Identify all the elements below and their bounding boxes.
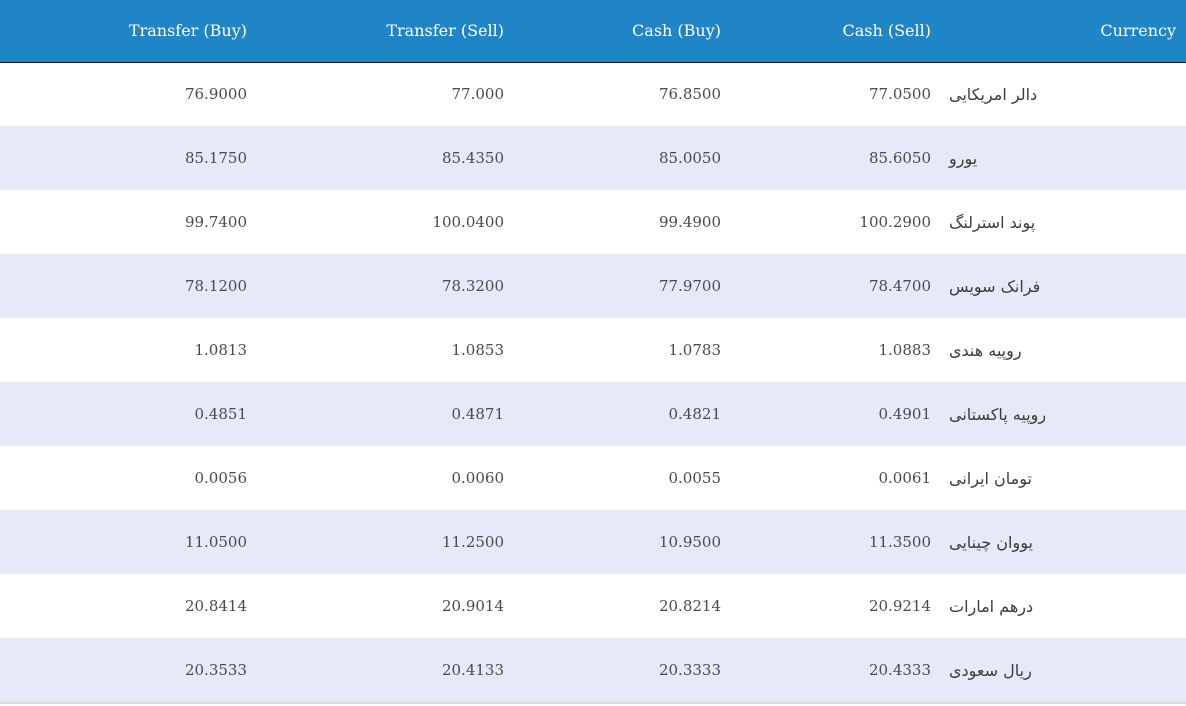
- cell-currency: روپیه هندی: [949, 340, 1022, 360]
- header-cash-buy: Cash (Buy): [522, 0, 739, 63]
- cell-cash-sell: 77.0500: [868, 85, 931, 104]
- header-row: Transfer (Buy) Transfer (Sell) Cash (Buy…: [0, 0, 1186, 63]
- cell-cash-buy: 20.3333: [658, 661, 721, 679]
- cell-transfer-sell: 20.9014: [441, 597, 504, 615]
- cell-transfer-buy: 20.3533: [184, 661, 247, 679]
- cell-cash-buy: 10.9500: [658, 533, 721, 551]
- cell-currency: فرانک سویس: [949, 276, 1041, 296]
- cell-cash-buy: 76.8500: [658, 85, 721, 104]
- cell-cash-sell: 20.4333: [868, 661, 931, 679]
- cell-currency: ریال سعودی: [949, 660, 1032, 680]
- cell-currency: یورو: [949, 148, 978, 168]
- table-row: 0.4851 0.4871 0.4821 0.4901 روپیه پاکستا…: [0, 382, 1186, 446]
- cell-transfer-sell: 100.0400: [432, 213, 504, 231]
- cell-transfer-buy: 0.0056: [194, 469, 248, 487]
- cell-currency: تومان ایرانی: [949, 468, 1032, 488]
- cell-cash-buy: 85.0050: [658, 149, 721, 167]
- cell-cash-sell: 85.6050: [868, 149, 931, 167]
- cell-transfer-buy: 85.1750: [184, 149, 247, 167]
- cell-currency: یووان چینایی: [949, 532, 1033, 552]
- table-body: 76.9000 77.000 76.8500 77.0500 دالر امری…: [0, 62, 1186, 702]
- cell-transfer-sell: 11.2500: [441, 533, 504, 551]
- cell-transfer-sell: 85.4350: [441, 149, 504, 167]
- table-row: 0.0056 0.0060 0.0055 0.0061 تومان ایرانی: [0, 446, 1186, 510]
- cell-transfer-buy: 99.7400: [184, 213, 247, 231]
- cell-transfer-sell: 78.3200: [441, 277, 504, 295]
- cell-cash-sell: 100.2900: [859, 213, 931, 231]
- table-row: 78.1200 78.3200 77.9700 78.4700 فرانک سو…: [0, 254, 1186, 318]
- header-transfer-sell: Transfer (Sell): [265, 0, 522, 63]
- table-row: 99.7400 100.0400 99.4900 100.2900 پوند ا…: [0, 190, 1186, 254]
- cell-cash-sell: 1.0883: [878, 341, 932, 359]
- cell-cash-buy: 0.4821: [668, 405, 722, 423]
- cell-cash-buy: 20.8214: [658, 597, 721, 615]
- cell-transfer-sell: 77.000: [451, 85, 505, 104]
- cell-cash-buy: 77.9700: [658, 277, 721, 295]
- header-transfer-buy: Transfer (Buy): [0, 0, 265, 63]
- cell-transfer-buy: 78.1200: [184, 277, 247, 295]
- cell-currency: روپیه پاکستانی: [949, 404, 1047, 424]
- cell-cash-buy: 99.4900: [658, 213, 721, 231]
- cell-transfer-buy: 20.8414: [184, 597, 247, 615]
- table-row: 76.9000 77.000 76.8500 77.0500 دالر امری…: [0, 62, 1186, 126]
- table-row: 1.0813 1.0853 1.0783 1.0883 روپیه هندی: [0, 318, 1186, 382]
- header-cash-sell: Cash (Sell): [739, 0, 949, 63]
- cell-cash-sell: 20.9214: [868, 597, 931, 615]
- cell-cash-sell: 0.0061: [878, 469, 932, 487]
- cell-transfer-sell: 1.0853: [451, 341, 505, 359]
- cell-transfer-sell: 0.4871: [451, 405, 505, 423]
- cell-cash-sell: 11.3500: [868, 533, 931, 551]
- cell-cash-sell: 78.4700: [868, 277, 931, 295]
- cell-cash-buy: 0.0055: [668, 469, 722, 487]
- table-header: Transfer (Buy) Transfer (Sell) Cash (Buy…: [0, 0, 1186, 63]
- cell-currency: دالر امریکایی: [949, 84, 1038, 104]
- table-bottom-divider: [0, 702, 1186, 704]
- cell-cash-sell: 0.4901: [878, 405, 932, 423]
- cell-currency: درهم امارات: [949, 596, 1034, 616]
- table-row: 20.3533 20.4133 20.3333 20.4333 ریال سعو…: [0, 638, 1186, 702]
- cell-transfer-buy: 0.4851: [194, 405, 248, 423]
- cell-cash-buy: 1.0783: [668, 341, 722, 359]
- table-row: 85.1750 85.4350 85.0050 85.6050 یورو: [0, 126, 1186, 190]
- cell-transfer-buy: 11.0500: [184, 533, 247, 551]
- cell-currency: پوند استرلنگ: [949, 212, 1036, 232]
- table-row: 11.0500 11.2500 10.9500 11.3500 یووان چی…: [0, 510, 1186, 574]
- cell-transfer-buy: 1.0813: [194, 341, 248, 359]
- cell-transfer-sell: 0.0060: [451, 469, 505, 487]
- cell-transfer-buy: 76.9000: [184, 85, 247, 104]
- table-row: 20.8414 20.9014 20.8214 20.9214 درهم اما…: [0, 574, 1186, 638]
- cell-transfer-sell: 20.4133: [441, 661, 504, 679]
- header-currency: Currency: [949, 0, 1186, 63]
